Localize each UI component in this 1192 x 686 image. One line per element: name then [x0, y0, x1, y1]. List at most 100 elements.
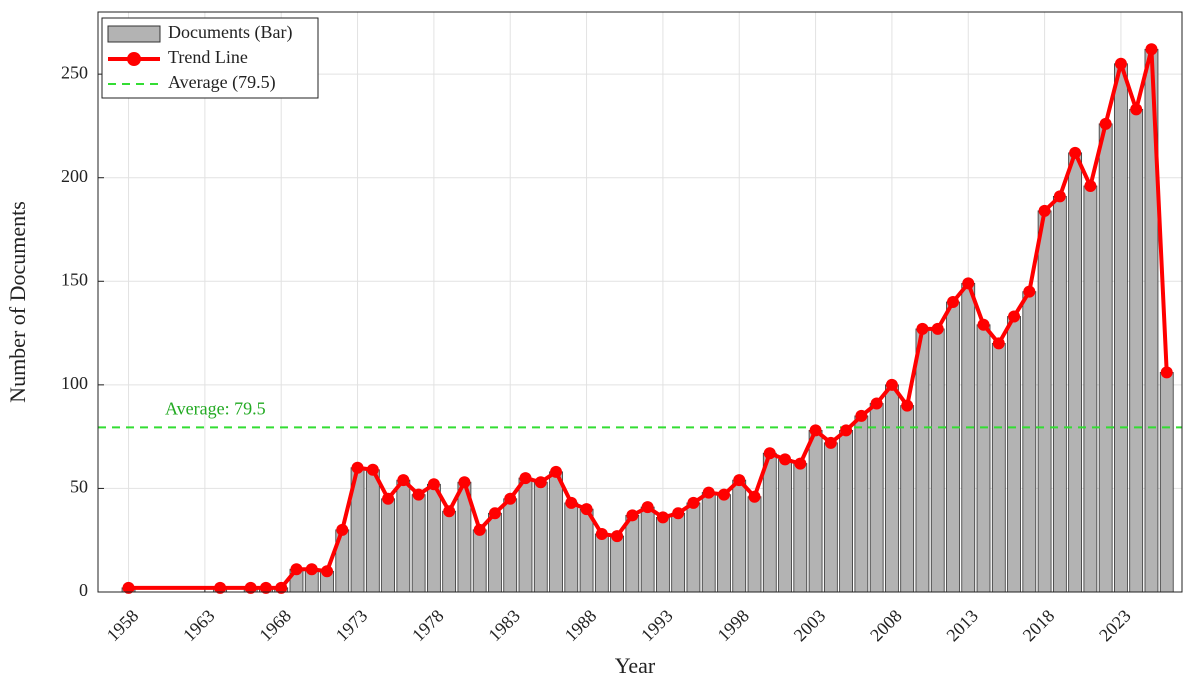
bar [396, 479, 411, 593]
trend-marker [748, 490, 761, 503]
trend-marker [351, 461, 364, 474]
bar [1098, 123, 1113, 593]
trend-marker [1099, 117, 1112, 130]
x-tick-label: 2013 [942, 606, 982, 646]
legend-label: Average (79.5) [168, 72, 276, 93]
bar [976, 324, 991, 593]
trend-marker [595, 528, 608, 540]
bar [365, 469, 380, 593]
trend-marker [321, 565, 334, 578]
trend-marker [259, 581, 272, 594]
bar [747, 496, 762, 593]
bar [1037, 210, 1052, 593]
bar [1129, 108, 1144, 593]
bar [762, 452, 777, 593]
trend-marker [382, 492, 395, 505]
trend-marker [885, 378, 898, 391]
y-axis-label: Number of Documents [5, 201, 30, 403]
trend-marker [656, 511, 669, 524]
bar [640, 506, 655, 593]
trend-marker [473, 523, 486, 536]
bar [885, 384, 899, 593]
trend-marker [931, 322, 944, 335]
trend-marker [779, 453, 792, 466]
trend-marker [992, 337, 1005, 350]
bar [1083, 185, 1098, 593]
trend-marker [687, 496, 700, 509]
bar [991, 343, 1006, 593]
bar [717, 494, 731, 593]
x-tick-label: 1988 [561, 606, 601, 646]
legend-swatch [107, 25, 161, 43]
bar [656, 517, 670, 593]
trend-marker [1069, 146, 1082, 159]
bar [671, 512, 686, 593]
bar [533, 481, 548, 593]
bar [472, 529, 487, 593]
trend-marker [794, 457, 807, 470]
bar [426, 483, 441, 593]
bar [381, 498, 395, 593]
average-annotation: Average: 79.5 [165, 398, 266, 418]
x-tick-label: 1973 [332, 606, 372, 646]
bar [1068, 152, 1083, 593]
trend-marker [901, 399, 914, 412]
bar [1114, 63, 1128, 593]
bar [793, 463, 808, 593]
trend-marker [962, 277, 975, 290]
trend-marker [840, 424, 853, 437]
trend-marker [305, 563, 318, 576]
trend-marker [1114, 57, 1127, 70]
trend-marker [1160, 366, 1173, 379]
bar [869, 403, 884, 593]
trend-marker [427, 478, 440, 491]
x-tick-label: 1983 [484, 606, 524, 646]
bar [839, 430, 854, 593]
bar [579, 508, 594, 593]
trend-marker [290, 563, 303, 576]
bar [808, 430, 823, 593]
bar [900, 405, 915, 593]
trend-marker [580, 503, 593, 516]
trend-marker [1130, 103, 1143, 116]
trend-marker [809, 424, 822, 437]
trend-marker [504, 492, 517, 505]
trend-marker [855, 409, 868, 422]
trend-marker [275, 581, 288, 594]
y-tick-label: 0 [79, 580, 88, 600]
bar [686, 502, 701, 593]
trend-marker [214, 581, 227, 594]
bar [946, 301, 960, 593]
y-tick-label: 50 [70, 477, 88, 497]
bar [915, 328, 930, 593]
plot-frame [97, 11, 1183, 593]
trend-marker [733, 474, 746, 487]
y-tick-label: 200 [61, 166, 88, 186]
y-tick-label: 250 [61, 62, 88, 82]
x-tick-label: 1968 [255, 606, 295, 646]
bar [930, 328, 945, 593]
bar [701, 492, 716, 593]
bar [610, 535, 624, 593]
bar [961, 282, 976, 593]
trend-marker [397, 474, 410, 487]
trend-marker [626, 509, 639, 522]
bar [854, 415, 869, 593]
trend-marker [519, 472, 532, 485]
trend-marker [336, 523, 349, 536]
bar [823, 442, 838, 593]
legend-label: Documents (Bar) [168, 22, 292, 43]
trend-marker [412, 488, 425, 501]
trend-marker [702, 486, 715, 499]
trend-marker [1145, 43, 1158, 56]
trend-marker [870, 397, 883, 410]
bar [1022, 291, 1037, 593]
x-axis-label: Year [615, 653, 656, 678]
bar [503, 498, 518, 593]
bar [594, 533, 609, 593]
trend-marker [641, 501, 654, 514]
trend-marker [244, 581, 257, 594]
x-tick-label: 1958 [103, 606, 143, 646]
trend-marker [1053, 190, 1066, 203]
y-tick-label: 100 [61, 373, 88, 393]
